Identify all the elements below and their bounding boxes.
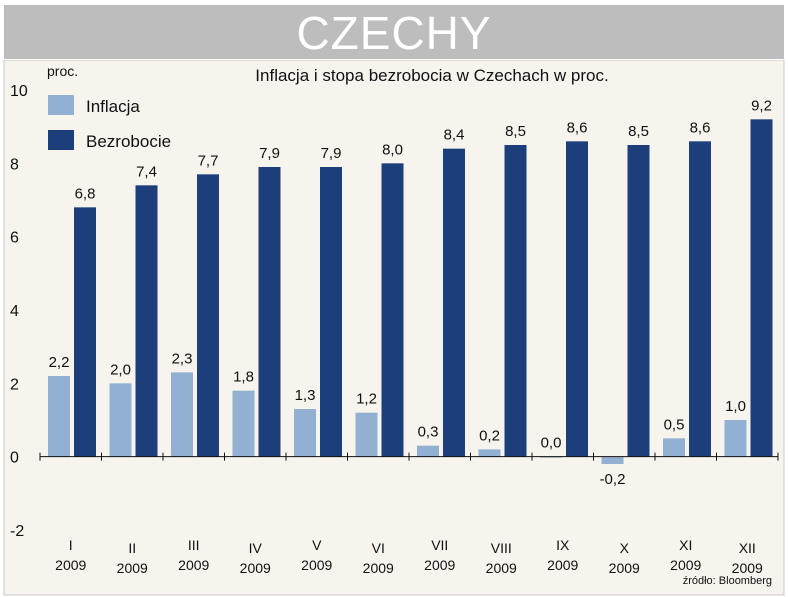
bar-bezrobocie [627,145,650,457]
legend: Inflacja Bezrobocie [48,95,171,151]
header-banner: CZECHY [4,5,784,61]
bar-inflacja [478,449,501,457]
legend-label-inflacja: Inflacja [86,97,140,116]
bar-inflacja [48,376,70,457]
y-tick-label: -2 [10,523,24,540]
data-label-bezrobocie: 8,4 [444,127,465,144]
data-label-inflacja: 2,2 [49,354,70,371]
x-tick-label-year: 2009 [55,557,86,573]
bar-bezrobocie [320,167,342,457]
bars: 2,2 6,8 2,0 7,4 2,3 7,7 1,8 7,9 1,3 7,9 1,2 8,0 0,3 8… [48,97,773,488]
x-axis: I 2009 II 2009 III 2009 IV 2009 V 2009 VI 2009 VII 20… [39,452,779,576]
data-label-inflacja: 2,3 [172,350,193,367]
bar-bezrobocie [443,148,465,457]
bar-inflacja [417,445,439,457]
bar-bezrobocie [504,145,527,457]
x-tick-label-month: I [69,537,73,553]
chart-title: Inflacja i stopa bezrobocia w Czechach w… [255,66,608,85]
legend-label-bezrobocie: Bezrobocie [86,132,171,151]
data-label-bezrobocie: 8,6 [690,119,711,136]
x-tick-label-year: 2009 [547,557,578,573]
source-note: źródło: Bloomberg [683,575,772,587]
data-label-inflacja: 0,0 [541,435,562,452]
data-label-inflacja: 1,8 [233,369,254,386]
data-label-bezrobocie: 7,7 [198,152,219,169]
data-label-bezrobocie: 8,5 [505,123,526,140]
data-label-inflacja: -0,2 [600,471,626,488]
bar-inflacja [232,390,255,457]
bar-inflacja [663,438,685,457]
x-tick-label-year: 2009 [486,560,517,576]
bar-inflacja [601,456,624,464]
y-tick-label: 0 [10,450,19,467]
bar-inflacja [724,420,747,457]
x-tick-label-year: 2009 [670,557,701,573]
data-label-inflacja: 1,3 [295,387,316,404]
data-label-bezrobocie: 7,9 [321,145,342,162]
x-tick-label-year: 2009 [732,560,763,576]
data-label-inflacja: 0,3 [418,424,439,441]
x-tick-label-year: 2009 [363,560,394,576]
y-axis: -2 0 2 4 6 8 10 [10,83,28,540]
data-label-inflacja: 1,0 [725,398,746,415]
bar-bezrobocie [566,141,588,457]
bar-bezrobocie [197,174,219,457]
x-tick-label-year: 2009 [609,560,640,576]
y-tick-label: 10 [10,83,28,100]
y-tick-label: 4 [10,303,19,320]
x-tick-label-month: IX [556,537,570,553]
bar-bezrobocie [74,207,96,457]
x-tick-label-year: 2009 [117,560,148,576]
data-label-bezrobocie: 7,9 [259,145,280,162]
data-label-bezrobocie: 9,2 [751,97,772,114]
data-label-inflacja: 2,0 [110,361,131,378]
y-tick-label: 6 [10,230,19,247]
legend-swatch-inflacja [48,95,74,115]
data-label-bezrobocie: 8,6 [567,119,588,136]
y-axis-unit: proc. [47,63,78,79]
y-tick-label: 2 [10,376,19,393]
bar-inflacja [171,372,193,457]
bar-bezrobocie [750,119,773,457]
x-tick-label-month: IV [249,540,263,556]
x-tick-label-month: VI [372,540,385,556]
x-tick-label-month: VII [431,537,448,553]
x-tick-label-month: III [188,537,200,553]
bar-bezrobocie [258,167,281,457]
y-tick-label: 8 [10,156,19,173]
x-tick-label-month: II [128,540,136,556]
data-label-inflacja: 1,2 [356,391,377,408]
data-label-bezrobocie: 8,0 [382,141,403,158]
data-label-bezrobocie: 6,8 [75,185,96,202]
bar-inflacja [294,409,316,457]
bar-inflacja [355,412,378,457]
data-label-bezrobocie: 7,4 [136,163,157,180]
data-label-inflacja: 0,2 [479,427,500,444]
bar-bezrobocie [381,163,404,457]
x-tick-label-month: V [312,537,322,553]
legend-swatch-bezrobocie [48,130,74,150]
bar-bezrobocie [135,185,158,457]
x-tick-label-year: 2009 [178,557,209,573]
x-tick-label-month: XI [679,537,692,553]
x-tick-label-year: 2009 [301,557,332,573]
x-tick-label-year: 2009 [240,560,271,576]
bar-inflacja [109,383,132,457]
x-tick-label-month: X [620,540,630,556]
bar-chart: Inflacja i stopa bezrobocia w Czechach w… [3,60,785,596]
x-tick-label-year: 2009 [424,557,455,573]
bar-bezrobocie [689,141,711,457]
x-tick-label-month: VIII [491,540,512,556]
data-label-inflacja: 0,5 [664,416,685,433]
page-title: CZECHY [296,7,492,59]
x-tick-label-month: XII [739,540,756,556]
data-label-bezrobocie: 8,5 [628,123,649,140]
